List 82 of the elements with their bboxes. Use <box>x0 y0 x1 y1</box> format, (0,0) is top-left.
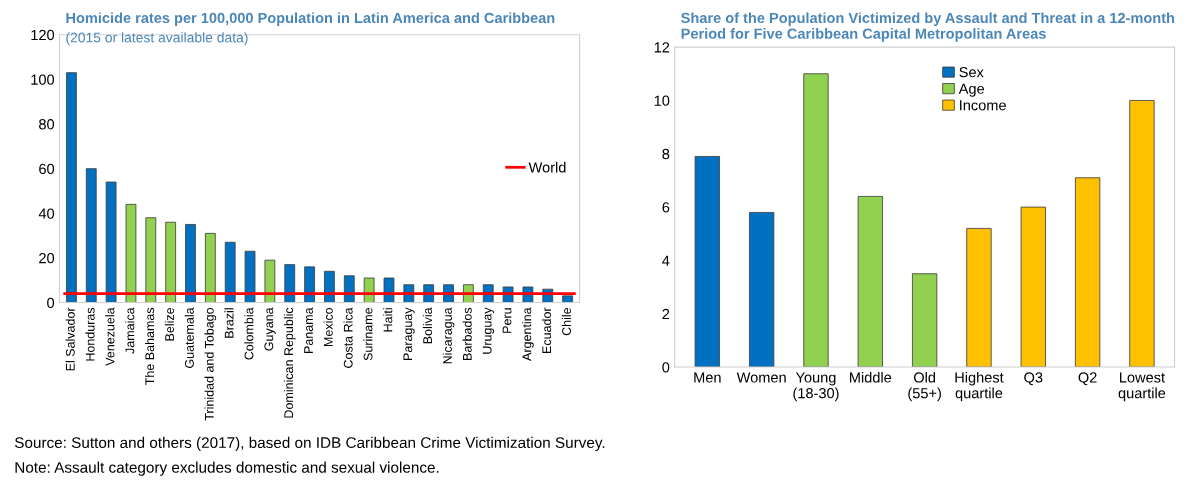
x-tick-label: Costa Rica <box>343 307 353 368</box>
bar <box>66 72 77 303</box>
bar <box>125 203 137 303</box>
bar <box>244 250 256 303</box>
y-tick-label: 100 <box>31 74 55 85</box>
x-tick-label: Highest quartile <box>955 371 1004 402</box>
x-tick-label: Peru <box>502 308 512 333</box>
x-tick-label: Women <box>736 372 786 383</box>
bar <box>204 232 216 303</box>
bar <box>857 196 883 368</box>
bar <box>165 221 177 303</box>
bar <box>185 224 196 303</box>
bar <box>324 270 335 303</box>
legend-label: Income <box>960 100 1006 111</box>
x-tick-label: Bolivia <box>422 307 433 344</box>
bar <box>264 259 276 303</box>
bar <box>85 168 97 303</box>
x-tick-label: Nicaragua <box>442 307 455 364</box>
source-note: Source: Sutton and others (2017), based on IDB Caribbean Crime Victimization Survey. <box>14 436 605 452</box>
y-tick-label: 120 <box>31 29 55 41</box>
x-tick-label: Jamaica <box>125 307 135 354</box>
y-tick-label: 60 <box>39 163 55 175</box>
y-tick-label: 10 <box>654 95 670 106</box>
y-tick-label: 0 <box>47 297 55 308</box>
x-tick-label: El Salvador <box>65 307 75 371</box>
bar <box>304 266 315 303</box>
bar <box>145 217 157 303</box>
y-tick-label: 2 <box>662 308 670 319</box>
x-tick-label: Lowest quartile <box>1118 372 1166 402</box>
x-tick-label: Guyana <box>264 307 276 351</box>
x-tick-label: Young (18-30) <box>793 372 839 402</box>
bar <box>966 227 992 368</box>
bar <box>1020 206 1046 368</box>
bar <box>284 264 296 303</box>
x-tick-label: Panama <box>304 307 313 353</box>
x-tick-label: Suriname <box>363 307 373 361</box>
x-tick-label: Argentina <box>522 307 534 361</box>
y-tick-label: 20 <box>39 253 55 264</box>
x-tick-label: Trinidad and Tobago <box>204 307 217 421</box>
bar <box>803 73 829 368</box>
x-tick-label: Mexico <box>323 307 333 346</box>
x-tick-label: Uruguay <box>482 307 495 354</box>
x-tick-label: Belize <box>164 307 175 341</box>
x-tick-label: Venezuela <box>105 307 115 366</box>
bar <box>911 273 938 368</box>
y-tick-label: 0 <box>662 362 670 373</box>
bar <box>1074 177 1101 368</box>
chart-title: Share of the Population Victimized by Assault and Threat in a 12-month Period for Five Caribbean Capital Metropolitan Areas <box>681 12 1175 42</box>
x-tick-label: Dominican Republic <box>283 307 296 418</box>
bar <box>224 241 236 303</box>
x-tick-label: The Bahamas <box>144 307 155 385</box>
x-tick-label: Colombia <box>244 307 254 360</box>
x-tick-label: Old (55+) <box>908 371 941 402</box>
y-tick-label: 6 <box>662 202 670 213</box>
legend-label: Sex <box>959 67 984 78</box>
x-tick-label: Brazil <box>224 308 234 338</box>
x-tick-label: Barbados <box>462 307 472 360</box>
x-tick-label: Guatemala <box>184 307 194 368</box>
x-tick-label: Middle <box>850 371 892 383</box>
bar <box>694 156 720 368</box>
bar <box>105 181 117 303</box>
bar <box>749 211 775 368</box>
y-tick-label: 8 <box>662 148 670 160</box>
x-tick-label: Ecuador <box>541 307 552 353</box>
legend-label: Age <box>958 83 985 97</box>
x-tick-label: Paraguay <box>403 307 415 360</box>
chart-subtitle: (2015 or latest available data) <box>66 32 248 46</box>
x-tick-label: Men <box>694 372 721 383</box>
chart-title: Homicide rates per 100,000 Population in Latin America and Caribbean <box>66 12 555 26</box>
y-tick-label: 4 <box>662 255 670 266</box>
y-tick-label: 80 <box>39 119 55 130</box>
x-tick-label: Q2 <box>1078 372 1097 386</box>
bar <box>562 295 573 303</box>
legend-label: World <box>528 161 566 173</box>
text: Note: Assault category excludes domestic and sexual violence. <box>15 461 439 476</box>
x-tick-label: Honduras <box>85 307 95 361</box>
y-tick-label: 40 <box>38 208 55 219</box>
x-tick-label: Haiti <box>383 308 393 332</box>
y-tick-label: 12 <box>654 42 670 53</box>
bar <box>1129 100 1155 368</box>
x-tick-label: Chile <box>561 307 571 336</box>
x-tick-label: Q3 <box>1024 372 1043 386</box>
